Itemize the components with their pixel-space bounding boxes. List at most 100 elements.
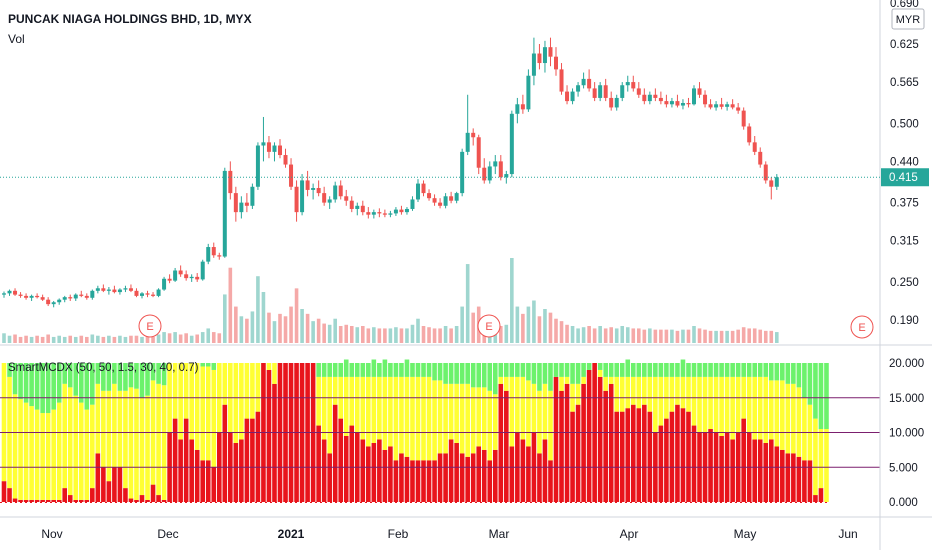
mcdx-yellow-bar [791,383,796,454]
candle-body [592,88,597,98]
volume-bar [405,328,409,343]
volume-bar [383,328,387,343]
mcdx-green-bar [575,363,581,384]
volume-bar [68,335,73,343]
time-axis-label: May [734,527,757,541]
volume-bar [206,328,211,343]
mcdx-yellow-bar [404,376,410,457]
mcdx-yellow-bar [415,376,421,461]
mcdx-red-bar [244,418,250,502]
volume-bar [609,327,613,343]
mcdx-green-bar [597,363,603,370]
mcdx-green-bar [570,363,575,384]
mcdx-yellow-bar [222,363,228,405]
candle-body [542,47,547,64]
mcdx-yellow-bar [746,376,752,433]
mcdx-red-bar [504,390,509,502]
mcdx-red-bar [415,460,421,502]
mcdx-yellow-bar [675,376,680,405]
mcdx-green-bar [691,363,697,377]
volume-bar [686,329,691,343]
mcdx-red-bar [432,460,437,502]
candle-body [200,261,205,280]
mcdx-green-bar [686,363,691,377]
candle-body [493,161,498,167]
candle-body [769,180,774,187]
mcdx-red-bar [542,439,548,502]
mcdx-green-bar [56,363,62,403]
mcdx-green-bar [145,363,150,396]
price-tick-label: 0.190 [890,315,919,327]
mcdx-green-bar [443,363,448,384]
mcdx-green-bar [708,363,713,377]
currency-box[interactable] [891,8,925,30]
mcdx-green-bar [669,363,675,377]
mcdx-yellow-bar [145,395,150,500]
mcdx-red-bar [476,446,482,502]
mcdx-yellow-bar [653,376,658,433]
mcdx-yellow-bar [481,387,487,450]
candle-body [112,289,117,293]
volume-bar [200,332,205,343]
candle-body [388,213,393,215]
mcdx-red-bar [388,446,393,502]
mcdx-red-bar [586,369,592,502]
candle-body [73,294,78,299]
mcdx-yellow-bar [708,376,713,430]
mcdx-red-bar [807,460,813,502]
volume-bar [454,326,459,343]
candle-body [79,294,84,296]
volume-bar [432,328,437,343]
volume-bar [85,336,89,343]
mcdx-red-bar [470,453,476,502]
volume-bar [57,335,61,343]
time-axis-label: Apr [620,527,639,541]
mcdx-green-bar [415,363,421,377]
symbol-title: PUNCAK NIAGA HOLDINGS BHD, 1D, MYX [8,12,252,26]
mcdx-red-bar [818,488,824,502]
mcdx-red-bar [575,404,581,502]
mcdx-yellow-bar [802,397,807,461]
volume-bar [719,330,724,343]
volume-bar [18,336,23,343]
volume-bar [173,332,177,343]
candle-body [487,166,492,181]
candle-body [526,75,531,110]
indicator-tick-label: 15.000 [889,393,924,405]
mcdx-red-bar [233,442,239,502]
mcdx-green-bar [399,363,404,377]
volume-bar [388,328,393,343]
mcdx-yellow-bar [366,376,371,447]
mcdx-green-bar [338,363,344,377]
mcdx-yellow-bar [272,363,277,384]
mcdx-green-bar [470,363,476,388]
volume-bar [7,335,12,343]
candle-body [355,205,360,209]
mcdx-red-bar [686,411,691,502]
candle-body [90,290,95,298]
currency-label: MYR [896,14,921,26]
mcdx-yellow-bar [200,366,206,461]
mcdx-green-bar [18,363,23,400]
volume-bar [438,328,442,343]
candle-body [377,212,382,214]
mcdx-yellow-bar [504,376,509,391]
volume-bar [289,306,293,343]
candle-body [443,196,448,206]
mcdx-yellow-bar [34,409,40,500]
candle-body [449,196,454,201]
volume-bar [316,318,321,343]
mcdx-yellow-bar [134,388,139,500]
candle-body [680,103,685,106]
volume-bar [741,327,746,343]
candle-body [18,294,23,296]
mcdx-green-bar [813,363,818,419]
mcdx-red-bar [1,481,7,502]
volume-bar [664,329,669,343]
volume-bar [184,333,188,343]
mcdx-red-bar [150,484,156,502]
candle-body [261,142,266,146]
mcdx-yellow-bar [752,376,758,440]
mcdx-red-bar [78,499,84,502]
